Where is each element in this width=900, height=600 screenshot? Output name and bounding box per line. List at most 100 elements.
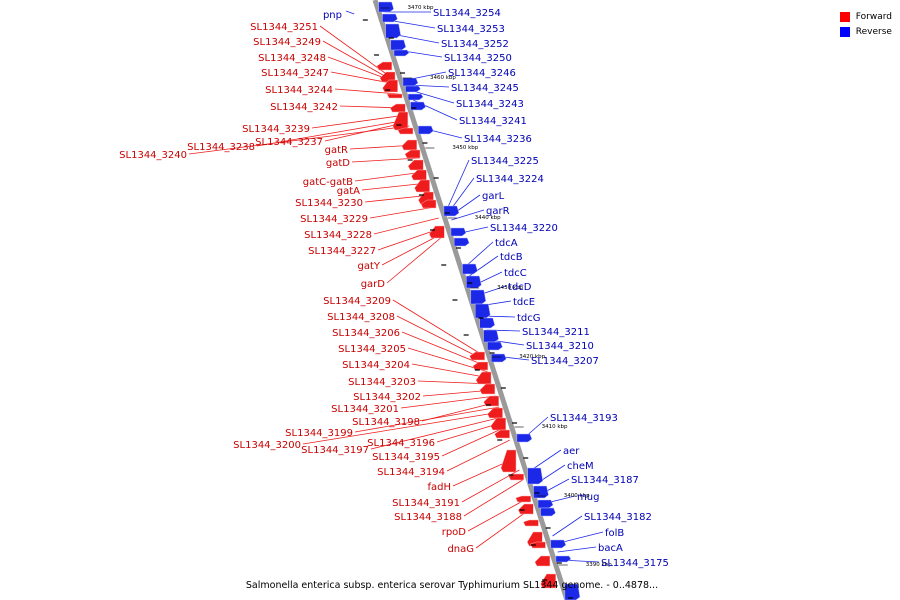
- legend-reverse-label: Reverse: [855, 26, 892, 37]
- forward-gene-feature: [479, 383, 496, 395]
- forward-connector: [369, 206, 436, 219]
- forward-gene-label: SL1344_3209: [323, 296, 391, 307]
- forward-gene-label: SL1344_3208: [327, 312, 395, 323]
- forward-gene-label: SL1344_3228: [304, 230, 372, 241]
- reverse-gene-label: SL1344_3243: [456, 99, 524, 110]
- forward-gene-label: SL1344_3244: [265, 85, 333, 96]
- reverse-gene-feature: [466, 275, 482, 289]
- forward-connector: [373, 217, 439, 235]
- forward-gene-feature: [475, 371, 492, 385]
- reverse-gene-feature: [402, 77, 419, 87]
- forward-connector: [381, 232, 444, 266]
- reverse-gene-feature: [527, 467, 544, 485]
- reverse-gene-label: SL1344_3241: [459, 116, 527, 127]
- position-tick-label: 3450 kbp: [452, 145, 478, 151]
- forward-connector: [392, 299, 483, 356]
- forward-gene-feature: [392, 111, 409, 131]
- reverse-gene-label: SL1344_3175: [601, 558, 669, 569]
- reverse-gene-feature: [390, 39, 407, 51]
- reverse-gene-label: garR: [486, 206, 510, 217]
- forward-gene-feature: [517, 503, 534, 515]
- strand-legend: Forward Reverse: [839, 9, 892, 39]
- forward-gene-feature: [469, 351, 485, 361]
- forward-gene-label: SL1344_3240: [119, 150, 187, 161]
- forward-gene-label: SL1344_3191: [392, 498, 460, 509]
- reverse-gene-feature: [393, 49, 410, 57]
- forward-gene-label: gatC-gatB: [303, 177, 353, 188]
- forward-connector: [311, 114, 406, 129]
- reverse-gene-label: cheM: [567, 461, 594, 472]
- forward-gene-label: SL1344_3202: [353, 392, 421, 403]
- forward-gene-label: SL1344_3203: [348, 377, 416, 388]
- reverse-gene-feature: [453, 237, 470, 247]
- forward-connector: [441, 426, 506, 457]
- reverse-gene-label: aer: [563, 446, 580, 457]
- reverse-gene-feature: [407, 93, 424, 101]
- forward-gene-feature: [487, 407, 503, 419]
- reverse-connector: [552, 515, 583, 537]
- reverse-gene-label: SL1344_3254: [433, 8, 501, 19]
- forward-gene-feature: [397, 127, 414, 135]
- reverse-gene-label: SL1344_3250: [444, 53, 512, 64]
- reverse-gene-label: SL1344_3253: [437, 24, 505, 35]
- forward-gene-label: rpoD: [442, 527, 467, 538]
- forward-gene-label: SL1344_3251: [250, 22, 318, 33]
- forward-gene-label: SL1344_3204: [342, 360, 410, 371]
- forward-connector: [396, 315, 485, 361]
- reverse-gene-feature: [550, 539, 567, 549]
- reverse-gene-label: tdcC: [504, 268, 527, 279]
- forward-gene-feature: [389, 103, 406, 113]
- reverse-gene-label: tdcB: [500, 252, 523, 263]
- forward-gene-label: SL1344_3201: [331, 404, 399, 415]
- forward-connector: [364, 194, 432, 203]
- forward-gene-label: gatY: [357, 261, 380, 272]
- forward-gene-feature: [404, 149, 421, 159]
- forward-gene-feature: [386, 93, 403, 99]
- reverse-gene-feature: [385, 23, 401, 39]
- forward-connector: [361, 182, 428, 191]
- forward-gene-feature: [483, 395, 499, 407]
- genome-caption: Salmonella enterica subsp. enterica sero…: [246, 580, 658, 591]
- reverse-gene-label: SL1344_3182: [584, 512, 652, 523]
- forward-connector: [386, 234, 445, 284]
- reverse-connector: [387, 19, 436, 29]
- reverse-gene-feature: [479, 317, 496, 329]
- forward-gene-feature: [382, 79, 398, 93]
- reverse-gene-label: SL1344_3187: [571, 475, 639, 486]
- forward-gene-label: gatR: [325, 145, 348, 156]
- forward-connector: [475, 507, 532, 549]
- reverse-connector: [451, 209, 485, 221]
- reverse-gene-feature: [382, 13, 398, 23]
- forward-gene-label: SL1344_3238: [187, 142, 255, 153]
- forward-gene-label: gatA: [337, 186, 360, 197]
- forward-connector: [351, 157, 420, 163]
- reverse-gene-feature: [450, 227, 467, 237]
- reverse-swatch: [839, 26, 850, 37]
- reverse-gene-label: SL1344_3246: [448, 68, 516, 79]
- forward-gene-feature: [472, 361, 489, 371]
- reverse-gene-feature: [540, 507, 556, 517]
- position-tick-label: 3430 kbp: [497, 285, 523, 291]
- reverse-gene-feature: [491, 353, 507, 363]
- reverse-gene-label: SL1344_3193: [550, 413, 618, 424]
- position-tick-label: 3400 kbp: [564, 493, 590, 499]
- legend-forward-label: Forward: [855, 11, 892, 22]
- reverse-gene-label: SL1344_3224: [476, 174, 544, 185]
- forward-gene-feature: [407, 159, 424, 171]
- forward-connector: [370, 416, 503, 450]
- reverse-gene-feature: [533, 485, 549, 499]
- reverse-gene-label: SL1344_3207: [531, 356, 599, 367]
- forward-connector: [319, 25, 395, 81]
- forward-gene-label: SL1344_3195: [372, 452, 440, 463]
- reverse-gene-feature: [378, 1, 394, 13]
- forward-gene-label: SL1344_3229: [300, 214, 368, 225]
- reverse-gene-feature: [405, 85, 421, 93]
- forward-gene-feature: [429, 225, 445, 239]
- forward-swatch: [839, 11, 850, 22]
- reverse-gene-label: SL1344_3236: [464, 134, 532, 145]
- position-tick-label: 3390 kbp: [586, 562, 612, 568]
- forward-gene-feature: [530, 541, 546, 549]
- reverse-gene-label: tdcA: [495, 238, 518, 249]
- position-tick-label: 3410 kbp: [542, 424, 568, 430]
